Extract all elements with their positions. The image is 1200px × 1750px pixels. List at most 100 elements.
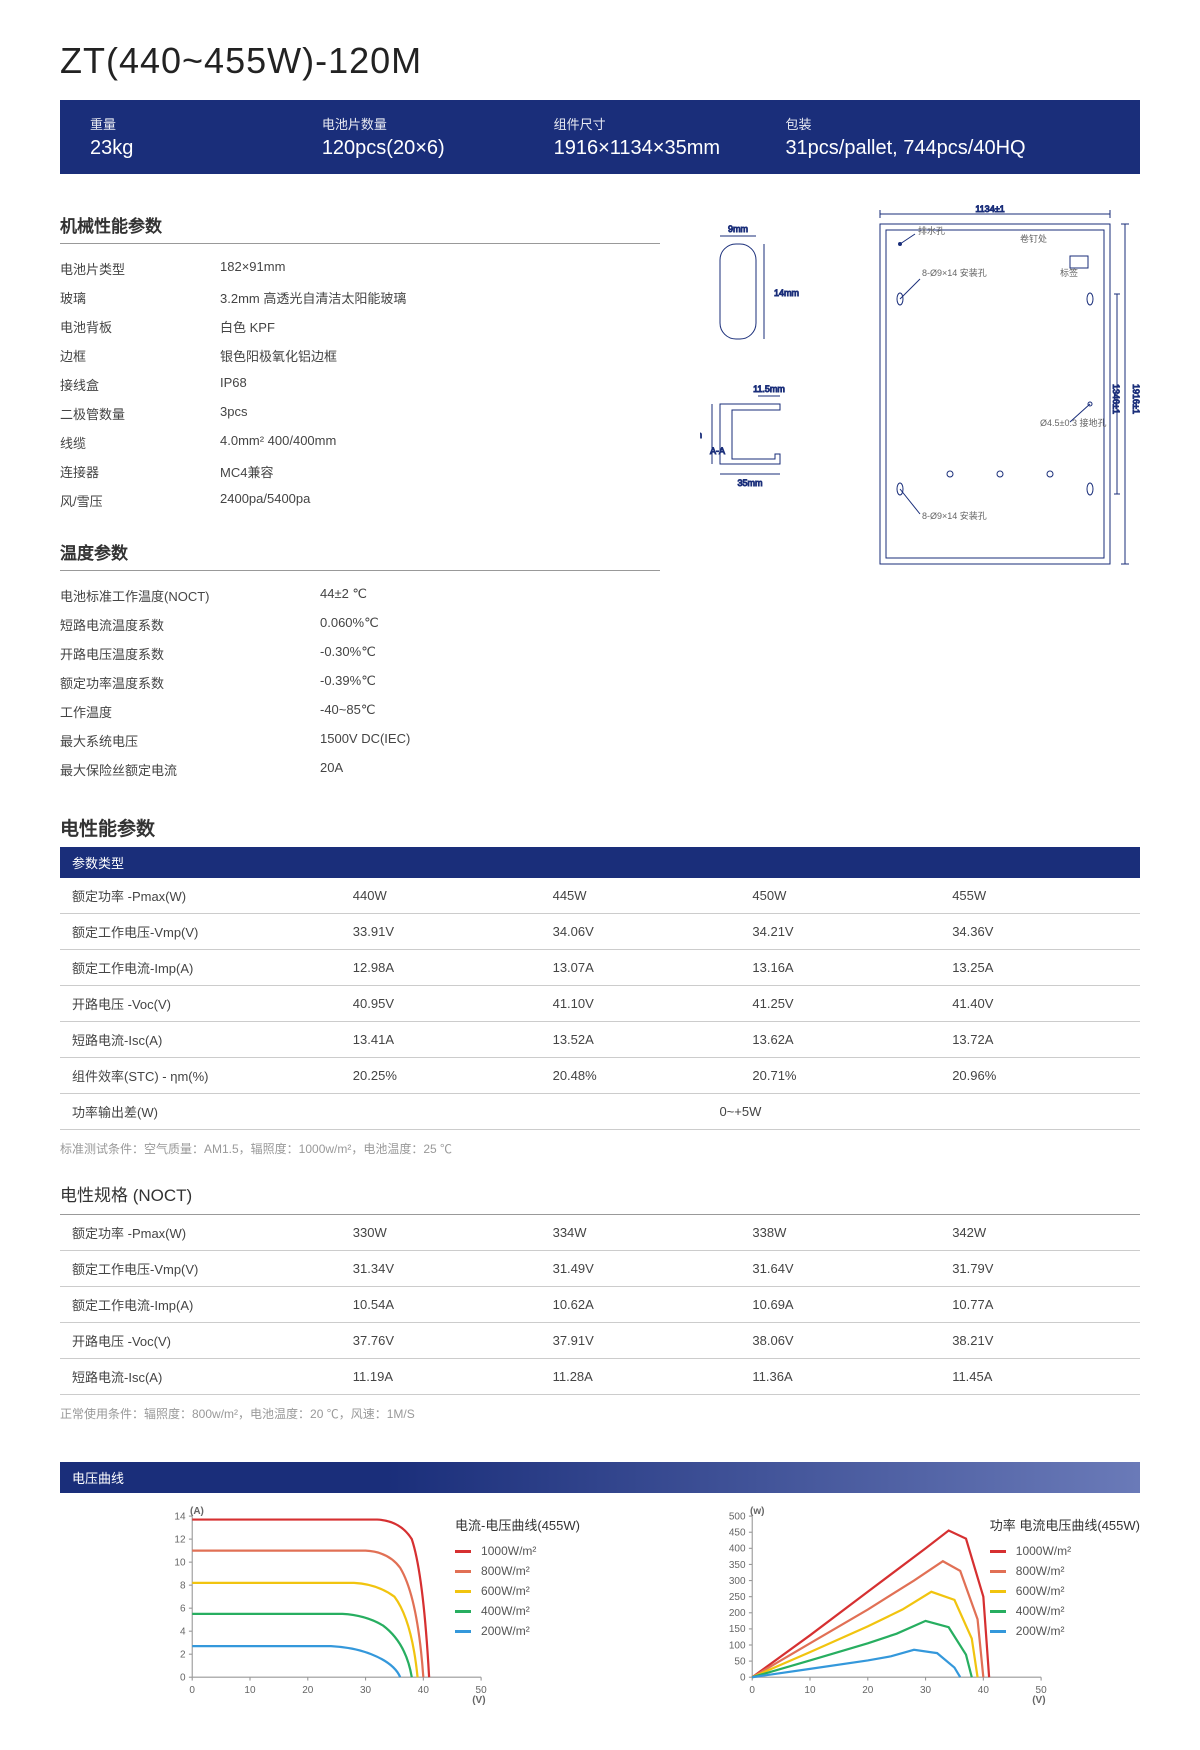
legend-item: 1000W/m² xyxy=(990,1544,1140,1558)
svg-text:(V): (V) xyxy=(472,1695,485,1705)
svg-text:12: 12 xyxy=(174,1534,186,1545)
table-cell: 开路电压 -Voc(V) xyxy=(60,986,341,1022)
legend-item: 200W/m² xyxy=(990,1624,1140,1638)
table-cell: 34.21V xyxy=(740,914,940,950)
elec-title: 电性能参数 xyxy=(60,814,1140,841)
spec-row: 二极管数量3pcs xyxy=(60,399,660,428)
mech-title: 机械性能参数 xyxy=(60,212,660,244)
temp-row: 最大保险丝额定电流20A xyxy=(60,755,660,784)
svg-text:150: 150 xyxy=(729,1624,746,1635)
legend-label: 1000W/m² xyxy=(481,1544,536,1558)
svg-text:100: 100 xyxy=(729,1640,746,1651)
table-cell: 额定工作电压-Vmp(V) xyxy=(60,914,341,950)
svg-text:8: 8 xyxy=(180,1580,186,1591)
svg-text:300: 300 xyxy=(729,1576,746,1587)
legend-item: 800W/m² xyxy=(990,1564,1140,1578)
svg-text:A-A: A-A xyxy=(710,446,725,456)
table-cell: 37.91V xyxy=(541,1323,741,1359)
svg-text:0: 0 xyxy=(180,1673,186,1684)
table-cell: 450W xyxy=(740,878,940,914)
legend-swatch xyxy=(455,1550,471,1553)
table-cell: 10.69A xyxy=(740,1287,940,1323)
svg-text:10: 10 xyxy=(244,1685,256,1696)
svg-text:0: 0 xyxy=(740,1673,746,1684)
svg-text:4: 4 xyxy=(180,1627,186,1638)
svg-text:1916±1: 1916±1 xyxy=(1131,384,1140,414)
table-cell: 额定工作电压-Vmp(V) xyxy=(60,1251,341,1287)
header-value: 1916×1134×35mm xyxy=(554,137,786,160)
header-value: 31pcs/pallet, 744pcs/40HQ xyxy=(785,137,1110,160)
table-cell: 440W xyxy=(341,878,541,914)
temp-label: 工作温度 xyxy=(60,702,320,721)
table-cell: 10.54A xyxy=(341,1287,541,1323)
spec-label: 线缆 xyxy=(60,433,220,452)
table-row: 额定工作电压-Vmp(V)33.91V34.06V34.21V34.36V xyxy=(60,914,1140,950)
table-row: 组件效率(STC) - ηm(%)20.25%20.48%20.71%20.96… xyxy=(60,1058,1140,1094)
header-label: 重量 xyxy=(90,114,322,133)
temp-value: -40~85℃ xyxy=(320,702,660,721)
table-cell: 41.10V xyxy=(541,986,741,1022)
svg-text:(V): (V) xyxy=(1032,1695,1045,1705)
header-item: 包装31pcs/pallet, 744pcs/40HQ xyxy=(785,114,1110,160)
spec-value: 3.2mm 高透光自清洁太阳能玻璃 xyxy=(220,288,660,307)
spec-label: 连接器 xyxy=(60,462,220,481)
legend-swatch xyxy=(990,1590,1006,1593)
table-cell: 12.98A xyxy=(341,950,541,986)
legend-label: 400W/m² xyxy=(1016,1604,1065,1618)
table-cell: 20.71% xyxy=(740,1058,940,1094)
temp-value: -0.39%℃ xyxy=(320,673,660,692)
temp-value: 44±2 ℃ xyxy=(320,586,660,605)
svg-text:35mm: 35mm xyxy=(737,478,762,488)
header-label: 电池片数量 xyxy=(322,114,554,133)
elec-note: 标准测试条件：空气质量：AM1.5，辐照度：1000w/m²，电池温度：25 ℃ xyxy=(60,1130,1140,1167)
table-cell: 额定功率 -Pmax(W) xyxy=(60,878,341,914)
table-cell: 13.72A xyxy=(940,1022,1140,1058)
table-cell: 组件效率(STC) - ηm(%) xyxy=(60,1058,341,1094)
header-item: 重量23kg xyxy=(90,114,322,160)
svg-text:50: 50 xyxy=(734,1656,746,1667)
svg-text:卷钉处: 卷钉处 xyxy=(1020,233,1047,244)
dimension-diagram: 1134±1 1916±1 1346±1 排水孔 卷钉处 标签 8-Ø9×14 … xyxy=(700,204,1140,584)
legend-item: 600W/m² xyxy=(990,1584,1140,1598)
legend-swatch xyxy=(990,1570,1006,1573)
pv-chart: 0501001502002503003504004505000102030405… xyxy=(620,1505,1140,1710)
temp-label: 短路电流温度系数 xyxy=(60,615,320,634)
table-row: 功率输出差(W)0~+5W xyxy=(60,1094,1140,1130)
table-cell: 31.34V xyxy=(341,1251,541,1287)
spec-label: 风/雪压 xyxy=(60,491,220,510)
header-item: 电池片数量 120pcs(20×6) xyxy=(322,114,554,160)
svg-text:(w): (w) xyxy=(750,1506,764,1517)
legend-label: 200W/m² xyxy=(1016,1624,1065,1638)
spec-row: 电池片类型182×91mm xyxy=(60,254,660,283)
table-row: 开路电压 -Voc(V)40.95V41.10V41.25V41.40V xyxy=(60,986,1140,1022)
table-cell: 455W xyxy=(940,878,1140,914)
table-cell: 34.06V xyxy=(541,914,741,950)
legend-label: 400W/m² xyxy=(481,1604,530,1618)
svg-text:14mm: 14mm xyxy=(774,288,799,298)
svg-text:40: 40 xyxy=(978,1685,990,1696)
table-cell: 开路电压 -Voc(V) xyxy=(60,1323,341,1359)
curves-bar: 电压曲线 xyxy=(60,1462,1140,1493)
table-cell: 功率输出差(W) xyxy=(60,1094,341,1130)
temp-value: 1500V DC(IEC) xyxy=(320,731,660,750)
legend-item: 400W/m² xyxy=(455,1604,580,1618)
legend-swatch xyxy=(990,1610,1006,1613)
temp-label: 最大保险丝额定电流 xyxy=(60,760,320,779)
spec-row: 线缆4.0mm² 400/400mm xyxy=(60,428,660,457)
spec-value: 182×91mm xyxy=(220,259,660,278)
table-cell: 33.91V xyxy=(341,914,541,950)
svg-text:排水孔: 排水孔 xyxy=(918,225,945,236)
table-cell: 13.25A xyxy=(940,950,1140,986)
noct-note: 正常使用条件：辐照度：800w/m²，电池温度：20 ℃，风速：1M/S xyxy=(60,1395,1140,1432)
legend-item: 800W/m² xyxy=(455,1564,580,1578)
temp-row: 短路电流温度系数0.060%℃ xyxy=(60,610,660,639)
svg-text:1134±1: 1134±1 xyxy=(975,204,1004,214)
svg-text:11.5mm: 11.5mm xyxy=(753,384,785,394)
svg-text:20: 20 xyxy=(302,1685,314,1696)
table-cell: 334W xyxy=(541,1215,741,1251)
svg-text:250: 250 xyxy=(729,1592,746,1603)
legend-item: 400W/m² xyxy=(990,1604,1140,1618)
iv-chart: 0246810121401020304050(A)(V) 电流-电压曲线(455… xyxy=(60,1505,580,1710)
svg-text:6: 6 xyxy=(180,1604,186,1615)
header-value: 120pcs(20×6) xyxy=(322,137,554,160)
